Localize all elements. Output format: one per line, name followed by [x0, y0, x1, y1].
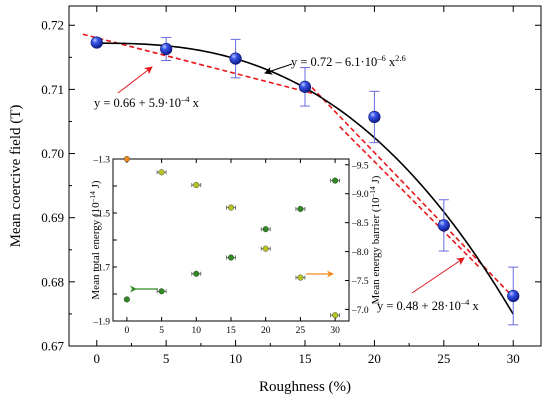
data-point — [160, 42, 173, 56]
inset-plot-frame — [112, 158, 350, 322]
inset-x-tick-label: 5 — [159, 326, 164, 336]
y-tick-label: 0.69 — [41, 210, 64, 225]
main-axis-ticks: 0 5 10 15 20 25 30 0.67 0.68 0.69 0.70 0.71 0.72 — [41, 6, 541, 366]
data-point — [298, 80, 312, 93]
x-tick-label: 20 — [368, 351, 381, 366]
inset-x-tick-label: 25 — [296, 326, 306, 336]
annotation-linear-fit-1: y = 0.66 + 5.9·10–4 x — [94, 66, 200, 110]
inset-right-tick-label: –7.0 — [351, 306, 369, 316]
energy-barrier-point — [123, 155, 130, 162]
energy-barrier-point — [158, 169, 165, 176]
x-axis-title: Roughness (%) — [259, 379, 351, 395]
data-point — [368, 110, 381, 124]
x-tick-label: 25 — [437, 351, 450, 366]
data-point — [507, 289, 520, 303]
inset-x-tick-label: 15 — [226, 326, 236, 336]
energy-barrier-point — [193, 182, 200, 189]
svg-text:y = 0.48 + 28·10–4 x: y = 0.48 + 28·10–4 x — [377, 297, 480, 313]
inset-right-axis-title: Mean energy barrier (10–14 J) — [368, 175, 382, 304]
y-tick-label: 0.72 — [41, 18, 64, 33]
inset-right-tick-label: –9.0 — [351, 190, 369, 200]
total-energy-point — [158, 288, 165, 295]
energy-barrier-point — [297, 274, 304, 281]
energy-barrier-point — [262, 245, 269, 252]
inset-x-tick-label: 10 — [192, 326, 202, 336]
inset-left-tick-label: –1.9 — [92, 318, 110, 328]
inset-left-axis-title: Mean total energy (10–14 J) — [88, 180, 102, 300]
y-tick-label: 0.67 — [41, 339, 64, 354]
annotation-power-fit: y = 0.72 – 6.1·10–6 x2.6 — [264, 53, 406, 75]
total-energy-point — [262, 226, 269, 233]
energy-barrier-point — [227, 204, 234, 211]
x-tick-label: 30 — [507, 351, 520, 366]
y-tick-label: 0.71 — [41, 82, 64, 97]
inset-x-tick-label: 0 — [125, 326, 130, 336]
inset-data-points — [123, 155, 341, 319]
inset-axis-ticks: 0 5 10 15 20 25 30 –1.9 –1.7 –1.5 –1.3 –7.0 –7.5 –8.0… — [92, 156, 369, 337]
total-energy-point — [123, 296, 130, 303]
inset-x-tick-label: 20 — [261, 326, 271, 336]
svg-text:y = 0.72 – 6.1·10–6 x2.6: y = 0.72 – 6.1·10–6 x2.6 — [291, 53, 406, 69]
data-point — [229, 52, 242, 65]
inset-left-tick-label: –1.5 — [92, 210, 110, 220]
main-data-points — [90, 36, 520, 326]
annotation-linear-fit-2: y = 0.48 + 28·10–4 x — [377, 257, 480, 313]
data-point — [437, 219, 450, 232]
energy-barrier-point — [332, 312, 339, 319]
inset-right-tick-label: –8.0 — [351, 248, 369, 258]
x-tick-label: 5 — [163, 351, 170, 366]
inset-left-tick-label: –1.3 — [92, 156, 110, 166]
total-energy-point — [227, 254, 234, 261]
y-tick-label: 0.68 — [41, 274, 64, 289]
y-axis-title: Mean coercive field (T) — [8, 105, 24, 248]
inset-x-tick-label: 30 — [330, 326, 340, 336]
linear-fit-line — [339, 126, 480, 268]
inset-right-tick-label: –7.5 — [351, 277, 369, 287]
x-tick-label: 15 — [299, 351, 312, 366]
total-energy-point — [297, 205, 304, 212]
svg-text:y = 0.66 + 5.9·10–4 x: y = 0.66 + 5.9·10–4 x — [94, 94, 200, 110]
y-tick-label: 0.70 — [41, 146, 64, 161]
x-tick-label: 10 — [229, 351, 242, 366]
inset-right-tick-label: –8.5 — [351, 219, 369, 229]
total-energy-point — [332, 177, 339, 184]
x-tick-label: 0 — [94, 351, 101, 366]
inset-left-tick-label: –1.7 — [92, 264, 110, 274]
inset-right-tick-label: –9.5 — [351, 161, 369, 171]
total-energy-point — [193, 270, 200, 277]
data-point — [90, 36, 103, 49]
